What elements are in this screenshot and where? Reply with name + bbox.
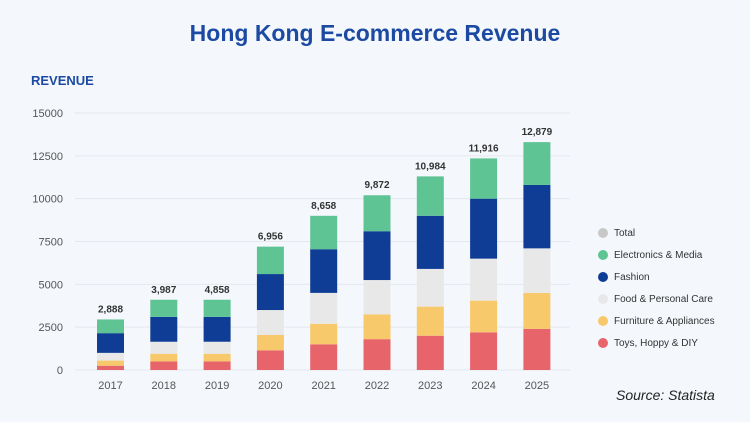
bar-segment <box>470 258 498 301</box>
bar-segment <box>363 231 391 281</box>
legend-item: Fashion <box>598 266 715 288</box>
legend-label: Toys, Hoppy & DIY <box>614 337 698 349</box>
y-tick-label: 2500 <box>39 322 63 334</box>
bar-segment <box>150 361 178 370</box>
y-tick-label: 5000 <box>39 279 63 291</box>
bar-segment <box>310 292 338 324</box>
legend-item: Food & Personal Care <box>598 288 715 310</box>
y-axis-label: REVENUE <box>31 73 94 88</box>
bar-segment <box>150 341 178 354</box>
bar-segment <box>416 176 444 216</box>
bar-segment <box>203 299 231 317</box>
y-tick-label: 12500 <box>32 151 63 163</box>
legend-label: Total <box>614 227 636 239</box>
bar-segment <box>310 249 338 293</box>
bar-segment <box>97 365 124 370</box>
bar-segment <box>150 353 178 362</box>
legend-label: Electronics & Media <box>614 249 703 261</box>
bar-segment <box>470 300 498 333</box>
total-data-label: 11,916 <box>469 143 499 154</box>
bar-segment <box>416 335 444 370</box>
x-tick-label: 2020 <box>258 380 282 392</box>
bar-segment <box>203 316 231 342</box>
legend-swatch <box>598 272 608 282</box>
bar-segment <box>523 142 551 185</box>
bar-segment <box>363 195 391 232</box>
bar-segment <box>150 299 178 317</box>
legend: Total Electronics & Media Fashion Food & Pe… <box>598 222 715 354</box>
bar-segment <box>416 306 444 336</box>
bar-segment <box>203 361 231 370</box>
legend-item: Electronics & Media <box>598 244 715 266</box>
bar-segment <box>256 334 284 351</box>
bar-segment <box>523 184 551 249</box>
bar-segment <box>310 215 338 250</box>
bar-segment <box>363 280 391 315</box>
bar-segment <box>470 158 498 199</box>
legend-swatch <box>598 316 608 326</box>
bar-segment <box>363 314 391 340</box>
bar-segment <box>150 316 178 342</box>
total-data-label: 8,658 <box>311 201 336 212</box>
legend-item: Furniture & Appliances <box>598 310 715 332</box>
total-data-label: 3,987 <box>151 285 176 296</box>
bar-segment <box>310 344 338 370</box>
x-tick-label: 2023 <box>418 380 442 392</box>
bar-segment <box>416 268 444 307</box>
bar-segment <box>203 353 231 362</box>
legend-label: Food & Personal Care <box>614 293 713 305</box>
bar-segment <box>256 350 284 370</box>
x-tick-label: 2018 <box>152 380 176 392</box>
bar-segment <box>363 339 391 370</box>
legend-swatch <box>598 294 608 304</box>
x-tick-label: 2022 <box>365 380 389 392</box>
legend-label: Fashion <box>614 271 650 283</box>
bar-segment <box>523 248 551 293</box>
bar-segment <box>416 215 444 269</box>
total-data-label: 4,858 <box>205 285 230 296</box>
legend-item: Total <box>598 222 715 244</box>
bar-segment <box>97 319 124 334</box>
total-data-label: 9,872 <box>364 180 389 191</box>
bar-segment <box>97 333 124 353</box>
bar-segment <box>523 328 551 370</box>
legend-swatch <box>598 250 608 260</box>
x-tick-label: 2024 <box>471 380 495 392</box>
bar-segment <box>97 360 124 366</box>
y-tick-label: 0 <box>57 365 63 377</box>
bar-segment <box>97 352 124 361</box>
legend-item: Toys, Hoppy & DIY <box>598 332 715 354</box>
y-tick-label: 10000 <box>32 194 63 206</box>
bar-segment <box>203 341 231 354</box>
bar-segment <box>256 246 284 275</box>
bar-segment <box>523 292 551 329</box>
total-data-label: 6,956 <box>258 232 283 243</box>
total-data-label: 2,888 <box>98 304 123 315</box>
x-tick-label: 2019 <box>205 380 229 392</box>
bar-segment <box>470 332 498 370</box>
y-tick-label: 7500 <box>39 237 63 249</box>
bar-segment <box>256 310 284 335</box>
chart-title: Hong Kong E-commerce Revenue <box>189 20 561 46</box>
x-tick-label: 2017 <box>98 380 122 392</box>
legend-label: Furniture & Appliances <box>614 315 715 327</box>
bar-segment <box>256 274 284 311</box>
total-data-label: 10,984 <box>415 161 446 172</box>
bar-segment <box>310 323 338 345</box>
x-tick-label: 2021 <box>311 380 335 392</box>
bar-segment <box>470 198 498 259</box>
source-note: Source: Statista <box>616 387 715 403</box>
x-tick-label: 2025 <box>525 380 549 392</box>
total-data-label: 12,879 <box>522 127 553 138</box>
legend-swatch <box>598 228 608 238</box>
y-tick-label: 15000 <box>32 108 63 120</box>
legend-swatch <box>598 338 608 348</box>
